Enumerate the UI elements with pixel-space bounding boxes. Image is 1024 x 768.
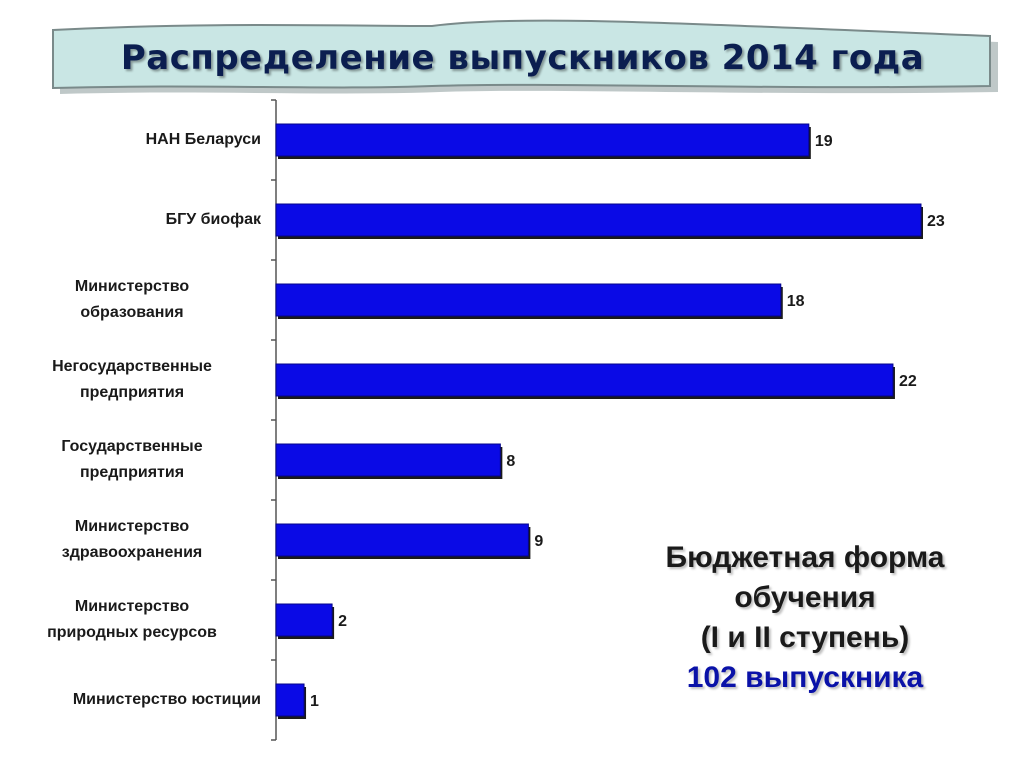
data-label: 1 xyxy=(310,693,319,710)
bar-6 xyxy=(275,523,529,557)
bar-4 xyxy=(275,363,894,397)
data-label: 8 xyxy=(506,453,515,470)
bar-5 xyxy=(275,443,501,477)
category-label-line: природных ресурсов xyxy=(47,624,217,641)
title-banner-shape xyxy=(52,19,991,90)
category-label-line: предприятия xyxy=(79,464,185,481)
bar-1 xyxy=(275,123,810,157)
note-line-1: Бюджетная форма xyxy=(665,541,945,574)
category-label-line: Негосударственные xyxy=(52,358,212,375)
data-label: 18 xyxy=(787,293,805,310)
category-label: Министерство здравоохранения xyxy=(2,514,262,566)
bar-3 xyxy=(275,283,782,317)
category-label-line: Министерство xyxy=(74,278,190,295)
category-label-line: образования xyxy=(80,304,184,321)
category-label-line: Министерство xyxy=(74,598,190,615)
category-label-line: Государственные xyxy=(61,438,203,455)
category-label: БГУ биофак xyxy=(1,207,261,233)
total-graduates: 102 выпускника xyxy=(686,661,924,694)
data-label: 2 xyxy=(338,613,347,630)
category-label: Негосударственные предприятия xyxy=(2,354,262,406)
category-label: Государственные предприятия xyxy=(2,434,262,486)
note-line-3: (I и II ступень) xyxy=(700,621,910,654)
data-label: 19 xyxy=(815,133,833,150)
funding-note: Бюджетная форма обучения (I и II ступень… xyxy=(620,538,990,698)
category-label: НАН Беларуси xyxy=(1,127,261,153)
category-label-line: НАН Беларуси xyxy=(145,131,261,148)
data-label: 9 xyxy=(534,533,543,550)
note-line-2: обучения xyxy=(734,581,876,614)
bar-2 xyxy=(275,203,922,237)
bar-7 xyxy=(275,603,333,637)
category-label-line: Министерство xyxy=(74,518,190,535)
data-label: 22 xyxy=(899,373,917,390)
category-label: Министерство юстиции xyxy=(1,687,261,713)
bar-8 xyxy=(275,683,305,717)
category-label-line: Министерство юстиции xyxy=(72,691,261,708)
category-label-line: здравоохранения xyxy=(61,544,203,561)
category-label: Министерство образования xyxy=(2,274,262,326)
category-label: Министерство природных ресурсов xyxy=(2,594,262,646)
category-label-line: предприятия xyxy=(79,384,185,401)
chart-title: Распределение выпускников 2014 года xyxy=(120,38,925,78)
data-label: 23 xyxy=(927,213,945,230)
category-label-line: БГУ биофак xyxy=(165,211,261,228)
title-banner xyxy=(52,19,998,94)
